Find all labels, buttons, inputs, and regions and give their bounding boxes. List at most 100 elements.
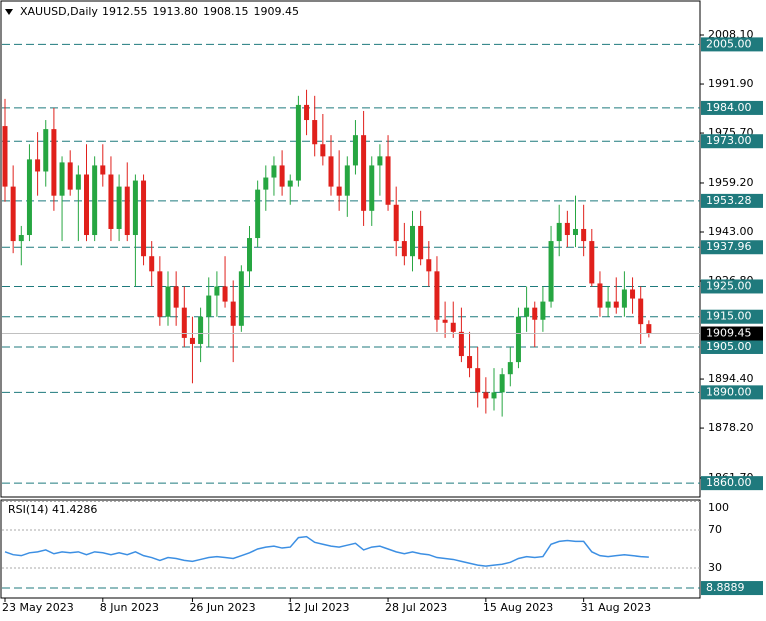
candle-body <box>630 289 636 299</box>
candle-body <box>10 186 16 242</box>
level-label-box <box>701 385 763 400</box>
candle-body <box>581 228 587 242</box>
candle-body <box>157 271 163 317</box>
candle-body <box>181 307 187 338</box>
candle-body <box>18 235 24 242</box>
level-label: 1905.00 <box>706 340 752 353</box>
level-label: 1953.28 <box>706 194 752 207</box>
rsi-title: RSI(14) 41.4286 <box>8 503 97 516</box>
candle-body <box>467 356 473 369</box>
candle-body <box>613 301 619 308</box>
candle-body <box>573 228 578 236</box>
symbol-title: XAUUSD,Daily <box>20 5 98 18</box>
candle-body <box>597 283 603 308</box>
level-label: 1925.00 <box>706 279 752 292</box>
candle-body <box>263 177 269 190</box>
candle-body <box>458 331 464 357</box>
level-label: 8.8889 <box>706 581 745 594</box>
candle-body <box>434 271 440 320</box>
candle-body <box>426 259 432 272</box>
candle-body <box>84 174 89 236</box>
candle-body <box>361 135 367 211</box>
candle-body <box>401 241 407 257</box>
candle-body <box>483 392 489 399</box>
last-price-box <box>701 326 763 341</box>
candle-body <box>141 180 147 257</box>
candle-body <box>638 298 644 325</box>
collapse-icon <box>5 9 13 15</box>
candle-body <box>304 104 310 121</box>
y-tick-label: 1959.20 <box>708 176 754 189</box>
level-label: 1937.96 <box>706 240 752 253</box>
header-value: 1909.45 <box>254 5 300 18</box>
rsi-panel <box>0 499 701 599</box>
y-tick-label: 100 <box>708 501 729 514</box>
candle-body <box>35 159 41 172</box>
level-label: 2005.00 <box>706 37 752 50</box>
header-value: 1913.80 <box>153 5 199 18</box>
candle-body <box>132 180 138 236</box>
candle-body <box>230 301 236 326</box>
candle-body <box>271 165 277 178</box>
candle-body <box>238 271 244 326</box>
header-value: 1908.15 <box>203 5 249 18</box>
candle-body <box>173 286 179 308</box>
last-price-label: 1909.45 <box>706 327 752 340</box>
candle-body <box>418 225 424 260</box>
x-tick-label: 8 Jun 2023 <box>100 601 159 614</box>
candle-body <box>442 319 448 323</box>
candle-body <box>92 165 98 236</box>
candle-body <box>320 144 326 157</box>
candle-body <box>328 156 334 187</box>
candle-body <box>255 189 261 239</box>
x-tick-label: 26 Jun 2023 <box>189 601 255 614</box>
candle-body <box>491 392 497 399</box>
header-value: 1912.55 <box>102 5 148 18</box>
level-label-box <box>701 581 763 596</box>
level-label-box <box>701 309 763 324</box>
candle-body <box>524 307 530 317</box>
level-label-box <box>701 193 763 208</box>
x-tick-label: 15 Aug 2023 <box>483 601 553 614</box>
candle-body <box>312 120 318 145</box>
candle-body <box>116 186 122 229</box>
candle-body <box>222 286 228 302</box>
main-panel <box>0 0 701 498</box>
candle-body <box>75 174 81 190</box>
level-label-box <box>701 339 763 354</box>
level-label-box <box>701 476 763 491</box>
candle-body <box>450 322 456 332</box>
candle-body <box>189 337 195 344</box>
level-label: 1915.00 <box>706 310 752 323</box>
candle-body <box>352 135 358 166</box>
level-label-box <box>701 240 763 255</box>
candle-body <box>67 162 73 190</box>
rsi-line <box>4 535 649 567</box>
candle-body <box>26 159 32 236</box>
y-tick-label: 1894.40 <box>708 372 754 385</box>
candle-body <box>100 165 106 175</box>
candle-body <box>556 222 562 242</box>
y-tick-label: 1943.00 <box>708 225 754 238</box>
level-label-box <box>701 134 763 149</box>
candle-body <box>385 156 391 205</box>
candle-body <box>564 222 570 236</box>
candle-body <box>51 129 57 196</box>
candle-body <box>2 126 8 187</box>
candle-body <box>43 129 49 172</box>
candle-body <box>410 225 415 257</box>
candle-body <box>198 316 204 344</box>
x-tick-label: 12 Jul 2023 <box>287 601 349 614</box>
x-tick-label: 31 Aug 2023 <box>581 601 651 614</box>
candle-body <box>165 286 171 317</box>
x-tick-label: 28 Jul 2023 <box>385 601 447 614</box>
level-label: 1890.00 <box>706 385 752 398</box>
candle-body <box>336 186 342 196</box>
candle-body <box>393 204 399 242</box>
candle-body <box>548 241 554 302</box>
candle-body <box>295 104 301 181</box>
candle-body <box>206 295 212 317</box>
candle-body <box>287 180 293 187</box>
